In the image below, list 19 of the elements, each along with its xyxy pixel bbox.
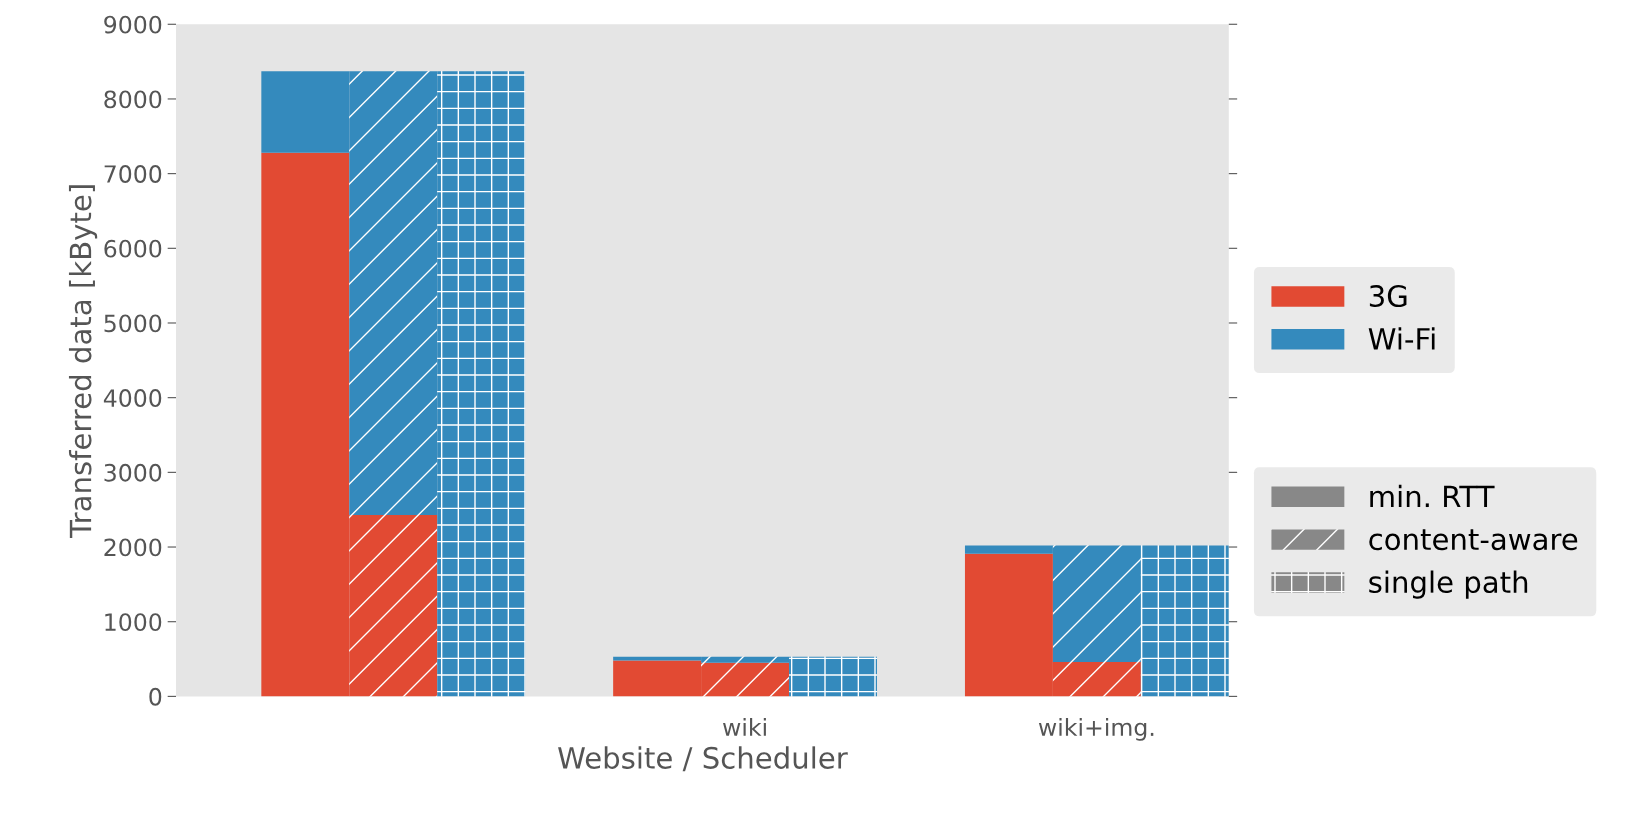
y-tick-label: 1000 <box>105 613 162 632</box>
text: single path <box>1369 570 1528 599</box>
y-tick-label: 5000 <box>104 314 162 333</box>
y-axis-title: Transferred data [kByte] <box>68 185 98 538</box>
y-tick-label: 0 <box>149 687 162 706</box>
y-tick-label: 7000 <box>104 165 162 183</box>
y-tick-label: 4000 <box>103 389 162 407</box>
text: min. RTT <box>1370 484 1495 508</box>
y-tick-label: 8000 <box>104 90 162 109</box>
x-tick-label: wiki+img. <box>1038 717 1154 741</box>
legend-label: Wi-Fi <box>1368 327 1435 350</box>
y-tick-label: 6000 <box>104 239 162 258</box>
x-tick-label: wiki <box>723 717 766 736</box>
text: content-aware <box>1369 529 1578 551</box>
x-axis-title: Website / Scheduler <box>558 746 848 772</box>
y-tick-label: 3000 <box>104 463 162 482</box>
legend-label: 3G <box>1369 285 1407 308</box>
y-tick-label: 2000 <box>104 538 162 557</box>
y-tick-label: 9000 <box>104 15 162 34</box>
